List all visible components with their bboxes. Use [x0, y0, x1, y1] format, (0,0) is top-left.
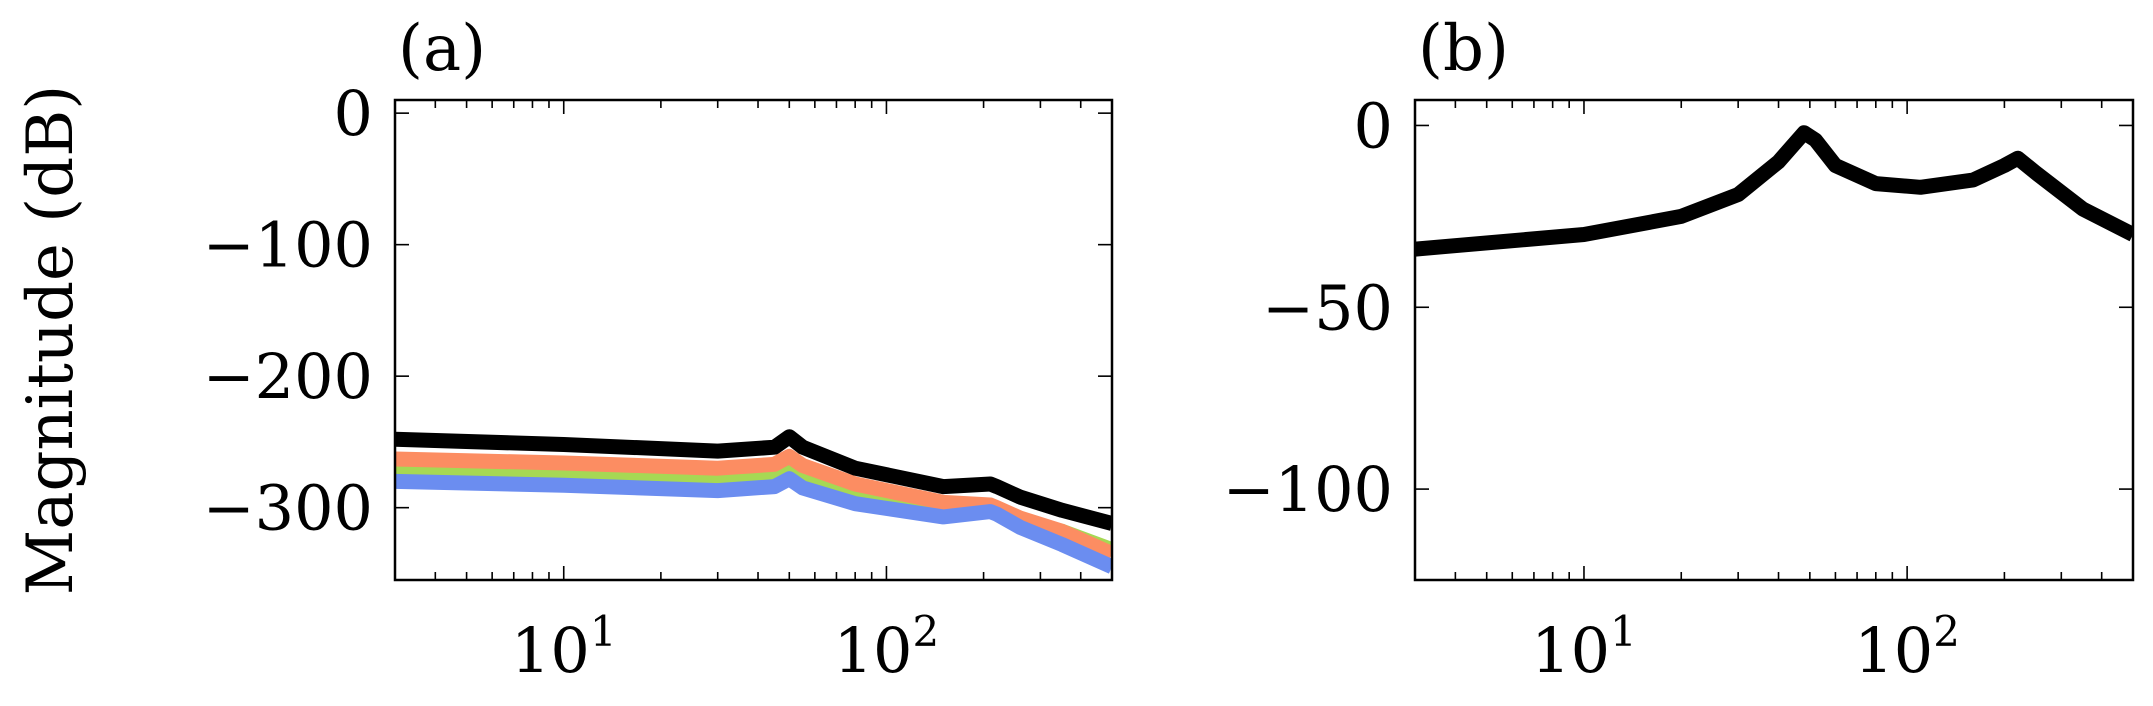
x-tick-label: 101 [511, 607, 617, 687]
panel-label: (b) [1418, 12, 1509, 86]
plot-frame [1413, 98, 2135, 582]
series-group [395, 429, 1112, 574]
panel-b: 0 −50 −100 101 102 (b) [1223, 12, 2135, 687]
y-axis-label: Magnitude (dB) [14, 85, 88, 595]
x-tick-label: 102 [1854, 607, 1960, 687]
series-line-3 [395, 429, 1112, 531]
y-tick-label: −100 [1223, 453, 1393, 526]
y-tick-label: 0 [1354, 89, 1393, 162]
y-tick-label: −100 [203, 209, 373, 282]
series-line-2 [395, 471, 1112, 574]
x-tick-label: 102 [834, 607, 940, 687]
y-tick-label: −200 [203, 340, 373, 413]
y-tick-label: −50 [1262, 271, 1393, 344]
x-tick-label: 101 [1531, 607, 1637, 687]
series-line-1 [395, 448, 1112, 561]
panel-label: (a) [398, 12, 486, 86]
plot-frame [393, 98, 1114, 582]
panel-a: 0 −100 −200 −300 101 102 (a) [203, 12, 1114, 687]
series-group [1415, 125, 2133, 257]
series-line-0 [1415, 125, 2133, 257]
y-tick-label: −300 [203, 472, 373, 545]
y-tick-label: 0 [334, 77, 373, 150]
